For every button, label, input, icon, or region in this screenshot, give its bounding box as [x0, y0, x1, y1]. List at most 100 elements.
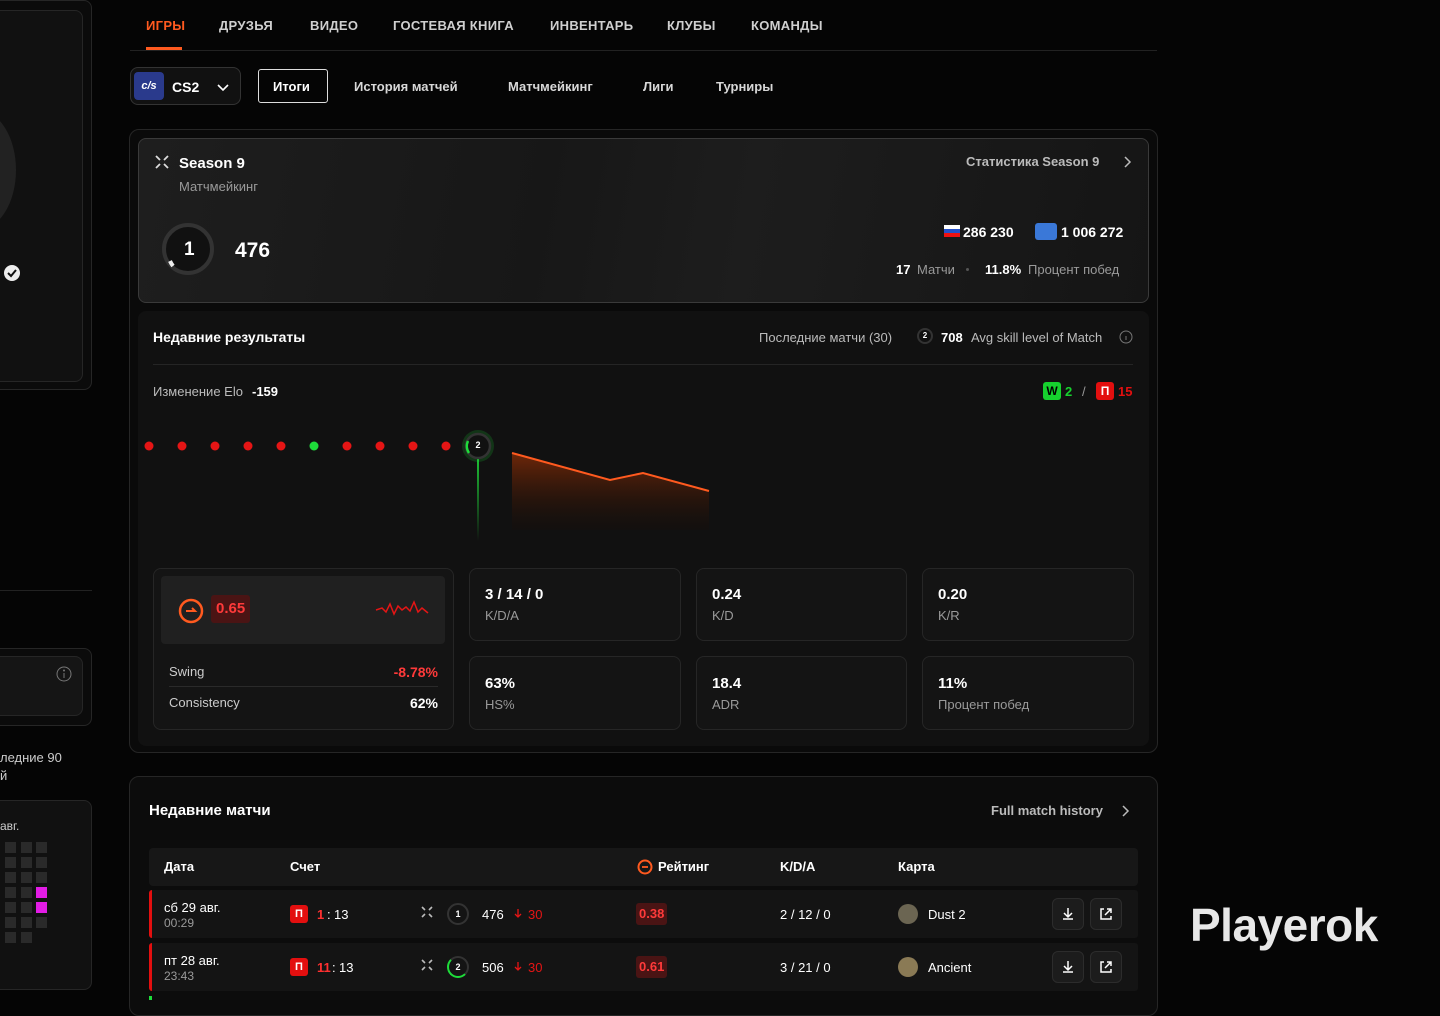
season-stats-link[interactable]: Статистика Season 9: [966, 154, 1100, 169]
elo-change: 30: [528, 907, 543, 922]
open-button[interactable]: [1090, 898, 1122, 930]
next-row-edge: [149, 996, 152, 1000]
result-tag: П: [290, 958, 308, 976]
stat-label: HS%: [485, 697, 515, 712]
level-badge: 2: [447, 956, 469, 978]
divider: [153, 364, 1133, 365]
match-rating: 0.38: [636, 903, 668, 925]
column-header: Рейтинг: [658, 859, 710, 874]
match-day: сб 29 авг.: [164, 900, 221, 915]
stat-label: ADR: [712, 697, 740, 712]
losses: 15: [1118, 384, 1133, 399]
winrate-label: Процент побед: [1028, 262, 1120, 277]
match-day: пт 28 авг.: [164, 953, 220, 968]
column-header: Счет: [290, 859, 321, 874]
season-elo: 476: [235, 239, 271, 262]
nav-tab[interactable]: ВИДЕО: [310, 18, 359, 33]
match-kda: 2 / 12 / 0: [780, 907, 831, 922]
region-icon: [1035, 223, 1057, 240]
match-rating: 0.61: [636, 956, 668, 978]
stat-card: [922, 656, 1134, 730]
watermark: Playerok: [1190, 899, 1378, 951]
map-icon: [898, 904, 918, 924]
result-tag: П: [290, 905, 308, 923]
score-separator: :: [327, 907, 331, 922]
stat-value: 18.4: [712, 675, 742, 692]
sidebar-text: й: [0, 768, 8, 783]
wins: 2: [1065, 384, 1073, 399]
down-arrow: [514, 962, 522, 971]
match-elo: 506: [482, 960, 504, 975]
score: 11: [317, 960, 331, 975]
column-header: Дата: [164, 859, 195, 874]
separator: /: [1082, 384, 1086, 399]
nav-tab[interactable]: ДРУЗЬЯ: [219, 18, 273, 33]
verified-icon: [4, 265, 20, 281]
avg-elo: 708: [941, 330, 963, 345]
dot-separator: [966, 268, 969, 271]
chevron-down: [217, 84, 229, 92]
matches-label: Матчи: [917, 262, 955, 277]
divider: [169, 686, 438, 687]
rating-icon: [637, 859, 653, 875]
season-icon: [155, 155, 169, 169]
nav-tab[interactable]: КОМАНДЫ: [751, 18, 823, 33]
subtab[interactable]: Турниры: [716, 79, 774, 94]
level-number: 1: [184, 239, 195, 260]
match-elo: 476: [482, 907, 504, 922]
elo-change: -159: [252, 384, 279, 399]
info-icon: [1119, 330, 1133, 344]
score-separator: :: [332, 960, 336, 975]
wins-tag: W: [1043, 382, 1061, 400]
season-card: [138, 138, 1149, 303]
nav-divider: [130, 50, 1157, 51]
level-badge: 1: [447, 903, 469, 925]
rating-icon: [178, 598, 204, 624]
open-button[interactable]: [1090, 951, 1122, 983]
opponent-score: 13: [339, 960, 354, 975]
rating-box: [161, 576, 445, 644]
rating-sparkline: [375, 600, 429, 616]
nav-tab[interactable]: ИГРЫ: [146, 18, 186, 33]
column-header: Карта: [898, 859, 935, 874]
nav-tab[interactable]: ГОСТЕВАЯ КНИГА: [393, 18, 514, 33]
download-button[interactable]: [1052, 951, 1084, 983]
full-history-link[interactable]: Full match history: [991, 803, 1103, 818]
subtab[interactable]: Лиги: [643, 79, 674, 94]
down-arrow: [514, 909, 522, 918]
subtab[interactable]: История матчей: [354, 79, 458, 94]
subtab[interactable]: Матчмейкинг: [508, 79, 593, 94]
consistency-value: 62%: [409, 695, 438, 711]
flag-ru: [944, 225, 960, 237]
stat-value: 11%: [938, 675, 968, 692]
last-matches: Последние матчи (30): [759, 330, 893, 345]
calendar-month: авг.: [0, 819, 20, 833]
download-button[interactable]: [1052, 898, 1084, 930]
stat-value: 3 / 14 / 0: [485, 586, 544, 603]
season-winrate: 11.8%: [985, 262, 1022, 277]
nav-tab[interactable]: КЛУБЫ: [667, 18, 716, 33]
level-badge: [162, 223, 214, 275]
season-mode: Матчмейкинг: [179, 179, 258, 194]
score: 1: [317, 907, 325, 922]
opponent-score: 13: [334, 907, 349, 922]
game-logo: c/s: [134, 72, 164, 100]
stat-card: [469, 568, 681, 641]
swing-value: -8.78%: [393, 664, 438, 680]
match-kda: 3 / 21 / 0: [780, 960, 831, 975]
match-time: 23:43: [164, 969, 195, 983]
elo-change-label: Изменение Elo: [153, 384, 243, 399]
nav-tab[interactable]: ИНВЕНТАРЬ: [550, 18, 634, 33]
recent-title: Недавние результаты: [153, 329, 306, 345]
chart-level: 2: [475, 440, 481, 450]
calendar-grid: [5, 842, 47, 943]
subtab[interactable]: Итоги: [273, 79, 310, 94]
divider: [0, 590, 92, 591]
stat-card: [922, 568, 1134, 641]
mode-icon: [421, 906, 433, 918]
map-name: Dust 2: [928, 907, 966, 922]
info-icon: [56, 666, 72, 682]
rating-value: 0.65: [211, 595, 251, 623]
stat-label: K/R: [938, 608, 960, 623]
column-header: K/D/A: [780, 859, 816, 874]
